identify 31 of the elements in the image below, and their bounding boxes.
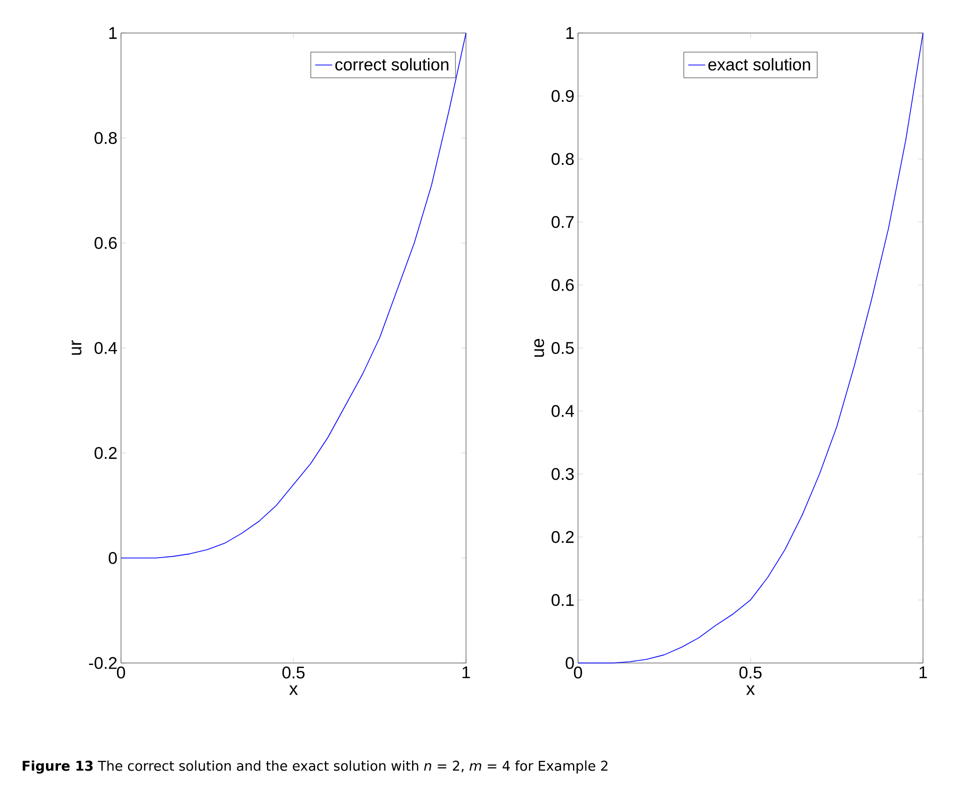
y-tick-label: 0.3 xyxy=(552,468,574,480)
y-tick-label: 0.6 xyxy=(552,278,574,291)
x-tick-label: 1 xyxy=(920,666,927,678)
y-tick-label: 0.9 xyxy=(552,90,574,102)
y-tick-label: 0.7 xyxy=(552,216,574,228)
y-tick-label: -0.2 xyxy=(89,657,117,669)
x-tick-label: 0.5 xyxy=(282,666,305,679)
y-tick-label: 1 xyxy=(566,27,574,39)
y-tick-label: 0 xyxy=(108,552,117,564)
x-axis-title: x xyxy=(746,685,755,695)
x-tick-label: 0.5 xyxy=(739,666,762,679)
y-tick-label: 0.8 xyxy=(552,152,574,165)
y-tick-label: 0 xyxy=(566,657,574,669)
y-axis-title: ue xyxy=(534,338,544,357)
y-tick-label: 0.4 xyxy=(94,342,117,354)
y-tick-label: 0.5 xyxy=(552,342,574,354)
y-tick-label: 0.6 xyxy=(94,236,117,249)
y-tick-label: 0.4 xyxy=(552,404,574,417)
y-tick-label: 1 xyxy=(109,27,117,39)
y-tick-label: 0.8 xyxy=(94,132,117,144)
y-tick-label: 0.2 xyxy=(94,447,117,459)
text: Figure 13 The correct solution and the exact solution with n = 2, m = 4 for Example 2 xyxy=(22,760,608,774)
x-tick-label: 1 xyxy=(462,666,470,678)
x-tick-label: 0 xyxy=(116,666,126,679)
y-tick-label: 0.1 xyxy=(552,594,574,606)
y-tick-label: 0.2 xyxy=(552,531,574,543)
x-axis-title: x xyxy=(289,685,298,695)
x-tick-label: 0 xyxy=(574,666,582,679)
y-axis-title: ur xyxy=(72,340,82,355)
legend-label: correct solution xyxy=(335,58,448,71)
legend-label: exact solution xyxy=(708,58,810,71)
